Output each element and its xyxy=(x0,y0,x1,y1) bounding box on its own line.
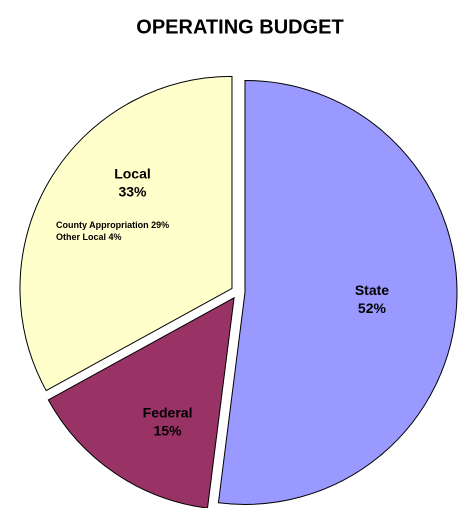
slice-value-label: 15% xyxy=(154,423,183,439)
annotation: Other Local 4% xyxy=(56,232,122,242)
annotation: County Appropriation 29% xyxy=(56,220,169,230)
chart-title: OPERATING BUDGET xyxy=(136,16,343,38)
slice-label: State xyxy=(355,282,389,298)
slice-value-label: 52% xyxy=(358,300,387,316)
slice-label: Federal xyxy=(143,405,193,421)
pie-slice xyxy=(19,75,233,392)
pie-slice xyxy=(47,296,235,508)
pie-slice xyxy=(217,79,458,505)
slice-label: Local xyxy=(114,165,151,181)
slice-value-label: 33% xyxy=(118,183,147,199)
